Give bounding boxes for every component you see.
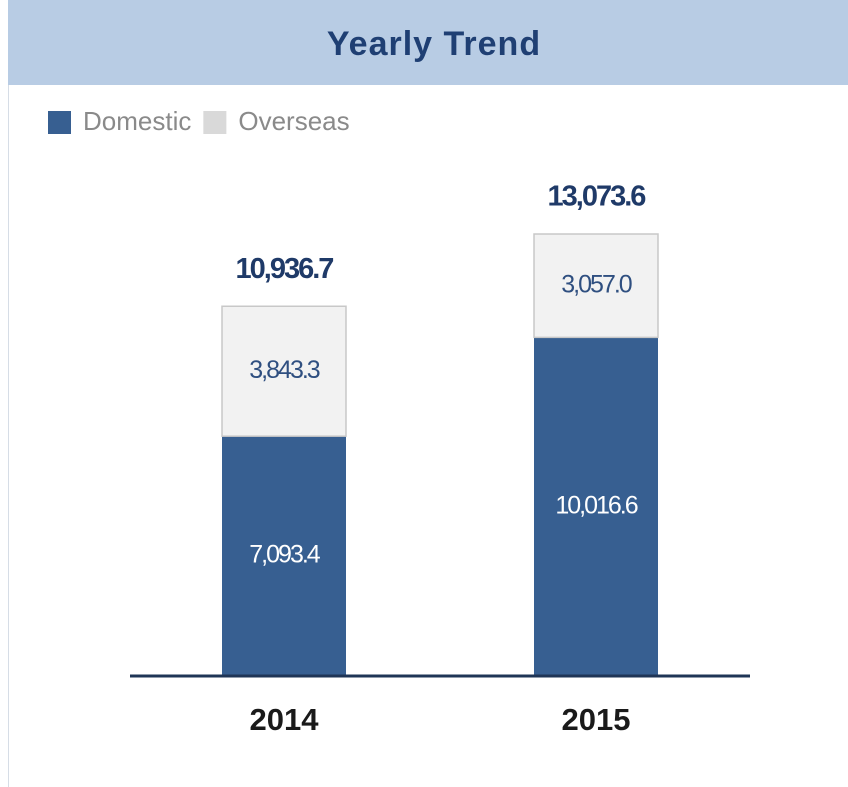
bar-segment (534, 337, 658, 676)
chart-title: Yearly Trend (327, 25, 541, 63)
total-label: 13,073.6 (548, 181, 647, 213)
header-band (8, 0, 848, 85)
x-tick-label: 2015 (562, 702, 631, 737)
legend-label: Domestic (83, 106, 191, 136)
total-label: 10,936.7 (236, 253, 334, 285)
bar-segment (533, 233, 659, 339)
bar-segment (221, 305, 347, 437)
legend-swatch (203, 111, 227, 134)
x-tick-label: 2014 (250, 702, 320, 737)
legend-swatch (48, 111, 71, 134)
value-label: 3,057.0 (561, 270, 632, 298)
value-label: 7,093.4 (249, 541, 321, 569)
bar-segment (222, 436, 346, 676)
legend-label: Overseas (238, 106, 349, 136)
value-label: 3,843.3 (249, 356, 320, 384)
value-label: 10,016.6 (555, 491, 637, 519)
